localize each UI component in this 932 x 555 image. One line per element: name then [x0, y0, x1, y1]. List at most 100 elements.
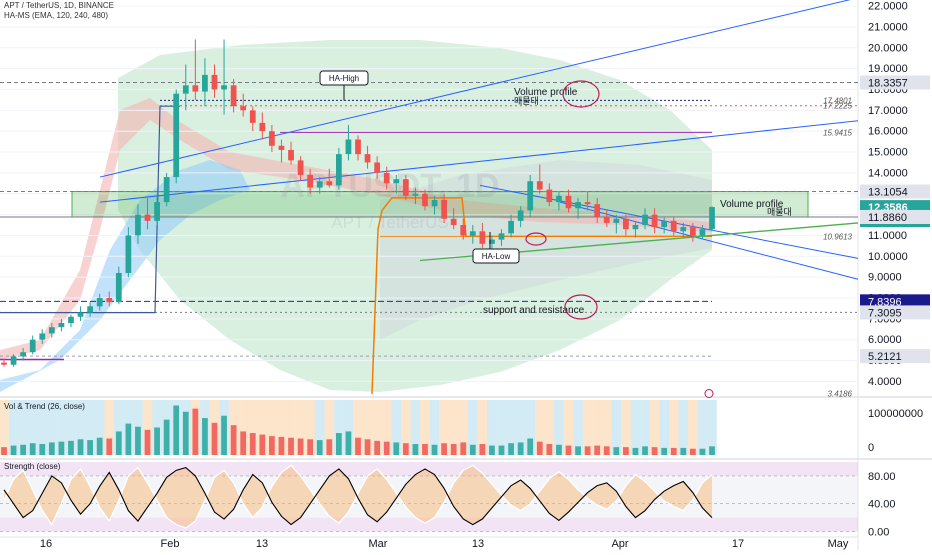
candle-body [489, 239, 495, 244]
candle-body [527, 181, 534, 211]
strength-axis-label: 80.00 [868, 471, 896, 483]
trend-background [630, 400, 641, 455]
volume-bar [546, 444, 553, 455]
trend-background [314, 400, 325, 455]
strength-axis-label: 40.00 [868, 499, 896, 511]
price-tag-gray: 7.3095 [868, 307, 902, 319]
volume-bar [670, 447, 677, 455]
trend-background [362, 400, 373, 455]
trend-background [142, 400, 153, 455]
volume-bar [182, 411, 189, 455]
candle-body [431, 200, 438, 207]
candle-body [202, 74, 208, 92]
volume-profile-label-top: Volume profile [514, 87, 578, 98]
trend-background [678, 400, 689, 455]
candle-body [594, 204, 601, 217]
candle-body [29, 339, 36, 353]
price-tag-gray: 13.1054 [868, 187, 908, 199]
time-axis-label: 16 [40, 538, 52, 550]
ha-low-callout [472, 248, 520, 264]
trend-background [640, 400, 650, 455]
trend-background [94, 400, 105, 455]
volume-bar [527, 438, 534, 455]
level-value-label: 17.4801 [823, 96, 852, 105]
price-axis-label: 10.0000 [868, 251, 908, 263]
trend-background [267, 400, 277, 455]
candle-body [556, 195, 562, 203]
candle-body [699, 229, 706, 236]
volume-bar [1, 447, 7, 455]
trend-background [420, 400, 430, 455]
trend-background [554, 400, 564, 455]
time-axis-label: Apr [611, 538, 628, 550]
price-tag-bg [860, 209, 930, 224]
volume-bar [536, 441, 543, 455]
trend-background [276, 400, 287, 455]
candle-body [77, 312, 84, 317]
volume-bar [584, 446, 591, 455]
time-axis-label: 17 [732, 538, 744, 550]
candles [1, 39, 715, 367]
volume-bar [469, 444, 476, 455]
trendline-upper [99, 0, 851, 178]
volume-pane-title: Vol & Trend (26, close) [4, 402, 85, 411]
price-axis-label: 21.0000 [868, 21, 908, 33]
trend-background [391, 400, 402, 455]
trend-background [563, 400, 574, 455]
candle-body [163, 177, 170, 203]
candle-body [345, 139, 352, 155]
candle-body [173, 93, 180, 178]
candle-body [106, 298, 113, 303]
trend-background [257, 400, 268, 455]
candle-body [154, 202, 160, 221]
candle-body [374, 162, 381, 173]
volume-bar [422, 444, 428, 455]
trend-background [305, 400, 315, 455]
candle-body [393, 179, 400, 184]
volume-bar [642, 446, 648, 455]
volume-bar [613, 447, 620, 455]
trend-background [487, 400, 497, 455]
candle-body [642, 214, 648, 226]
trend-background [697, 400, 708, 455]
candle-body [623, 218, 629, 230]
candle-body [402, 179, 409, 196]
time-axis-label: May [828, 538, 849, 550]
trend-background [238, 400, 248, 455]
volume-pane-bg [0, 398, 858, 458]
price-tag-bg [860, 305, 930, 320]
volume-bar [20, 444, 27, 455]
trend-background [496, 400, 507, 455]
volume-bars [0, 400, 717, 455]
price-axis-label: 17.0000 [868, 105, 908, 117]
candle-body [58, 323, 65, 328]
trend-background [85, 400, 95, 455]
overbought-zone [0, 462, 858, 476]
candle-body [20, 352, 27, 357]
trend-background [544, 400, 555, 455]
price-axis-label: 16.0000 [868, 126, 908, 138]
volume-bar [230, 425, 237, 455]
candle-body [412, 193, 419, 196]
price-axis-label: 20.0000 [868, 42, 908, 54]
trend-background [573, 400, 583, 455]
candle-body [87, 306, 93, 313]
trend-background [621, 400, 631, 455]
candle-body [469, 231, 476, 236]
volume-bar [345, 431, 352, 455]
volume-bar [402, 443, 409, 455]
orange-step-line [371, 197, 712, 394]
volume-bar [594, 445, 601, 455]
volume-bar [374, 440, 381, 455]
candle-body [269, 131, 275, 146]
highlight-circle [562, 80, 600, 108]
candle-body [144, 214, 151, 221]
volume-axis-label: 100000000 [868, 408, 923, 420]
trend-background [707, 400, 717, 455]
watermark-name: APT / TetherUS [331, 213, 448, 232]
volume-bar [632, 447, 639, 455]
candle-body [460, 225, 467, 236]
volume-bar [383, 441, 390, 455]
